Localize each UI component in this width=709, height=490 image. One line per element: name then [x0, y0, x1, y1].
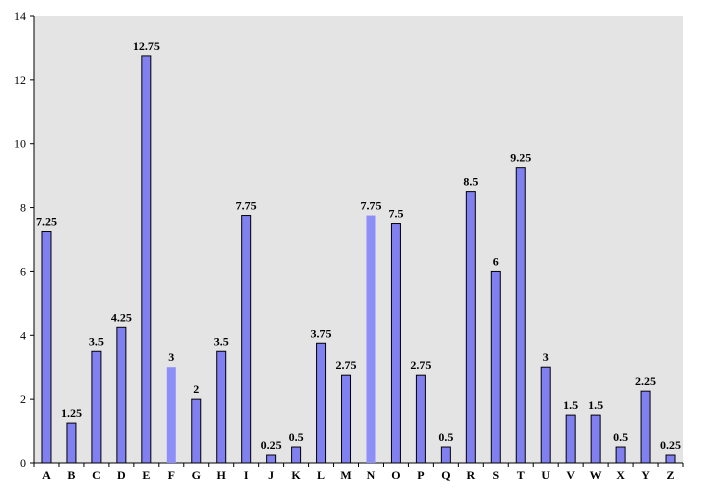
x-tick-label-l: L — [317, 468, 325, 482]
y-tick-label: 10 — [14, 137, 26, 151]
bar-l — [316, 342, 327, 464]
data-label-i: 7.75 — [236, 199, 257, 213]
data-label-e: 12.75 — [133, 39, 160, 53]
y-axis: 0 2 4 6 8 10 12 14 — [14, 9, 35, 470]
x-tick-label-a: A — [42, 468, 51, 482]
x-tick-label-r: R — [466, 468, 475, 482]
data-label-v: 1.5 — [563, 398, 578, 412]
data-label-x: 0.5 — [613, 430, 628, 444]
data-labels: 7.25 1.25 3.5 4.25 12.75 3 2 3.5 7.75 0.25 0.5 3.75… — [36, 39, 681, 452]
bar-x — [615, 446, 626, 464]
y-tick-label: 2 — [20, 392, 26, 406]
x-tick-label-f: F — [168, 468, 175, 482]
y-tick-label: 14 — [14, 9, 26, 23]
data-label-z: 0.25 — [660, 438, 681, 452]
bar-w — [590, 414, 601, 464]
bar-o — [390, 223, 401, 464]
bar-f — [166, 367, 176, 463]
y-tick-label: 4 — [20, 328, 26, 342]
data-label-j: 0.25 — [261, 438, 282, 452]
data-label-q: 0.5 — [438, 430, 453, 444]
x-tick-label-w: W — [590, 468, 602, 482]
y-tick-label: 8 — [20, 201, 26, 215]
x-tick-label-d: D — [117, 468, 126, 482]
x-tick-label-i: I — [244, 468, 249, 482]
data-label-d: 4.25 — [111, 310, 132, 324]
data-label-m: 2.75 — [336, 358, 357, 372]
bar-j — [266, 454, 277, 464]
bar-y — [640, 390, 651, 464]
x-tick-label-e: E — [142, 468, 150, 482]
x-tick-label-z: Z — [667, 468, 675, 482]
bar-a — [41, 231, 52, 464]
x-tick-label-p: P — [417, 468, 424, 482]
x-tick-label-t: T — [517, 468, 525, 482]
data-label-c: 3.5 — [89, 334, 104, 348]
data-label-f: 3 — [168, 350, 174, 364]
x-tick-label-j: J — [268, 468, 274, 482]
data-label-l: 3.75 — [311, 326, 332, 340]
bar-q — [440, 446, 451, 464]
bar-c — [91, 350, 102, 464]
x-tick-label-b: B — [67, 468, 75, 482]
y-tick-label: 0 — [20, 456, 26, 470]
x-tick-label-v: V — [566, 468, 575, 482]
data-label-t: 9.25 — [510, 151, 531, 165]
data-label-g: 2 — [193, 382, 199, 396]
bar-b — [66, 422, 77, 464]
x-tick-label-c: C — [92, 468, 101, 482]
data-label-y: 2.25 — [635, 374, 656, 388]
bar-d — [116, 326, 127, 464]
y-tick-label: 12 — [14, 73, 26, 87]
bar-h — [216, 350, 227, 464]
bar-n — [366, 215, 376, 463]
bar-i — [241, 215, 252, 464]
data-label-h: 3.5 — [214, 334, 229, 348]
x-tick-label-s: S — [492, 468, 499, 482]
x-tick-label-y: Y — [641, 468, 650, 482]
bar-g — [191, 398, 202, 464]
data-label-r: 8.5 — [463, 175, 478, 189]
x-tick-label-h: H — [217, 468, 227, 482]
x-tick-label-x: X — [616, 468, 625, 482]
bars — [41, 55, 676, 464]
data-label-u: 3 — [543, 350, 549, 364]
x-tick-label-o: O — [391, 468, 400, 482]
data-label-p: 2.75 — [410, 358, 431, 372]
data-label-o: 7.5 — [388, 207, 403, 221]
data-label-b: 1.25 — [61, 406, 82, 420]
data-label-a: 7.25 — [36, 215, 57, 229]
bar-m — [341, 374, 352, 464]
bar-s — [490, 270, 501, 464]
data-label-n: 7.75 — [360, 199, 381, 213]
y-tick-label: 6 — [20, 264, 26, 278]
data-label-w: 1.5 — [588, 398, 603, 412]
x-tick-label-n: N — [367, 468, 376, 482]
x-tick-label-q: Q — [441, 468, 450, 482]
bar-r — [465, 191, 476, 464]
bar-u — [540, 366, 551, 464]
plot-area — [34, 16, 683, 463]
data-label-k: 0.5 — [289, 430, 304, 444]
bar-z — [665, 454, 676, 464]
bar-k — [291, 446, 302, 464]
x-tick-label-k: K — [291, 468, 301, 482]
x-tick-label-u: U — [541, 468, 550, 482]
bar-p — [415, 374, 426, 464]
bar-v — [565, 414, 576, 464]
data-label-s: 6 — [493, 254, 499, 268]
x-tick-label-g: G — [192, 468, 201, 482]
bar-t — [515, 167, 526, 464]
bar-e — [141, 55, 152, 464]
x-tick-label-m: M — [340, 468, 351, 482]
